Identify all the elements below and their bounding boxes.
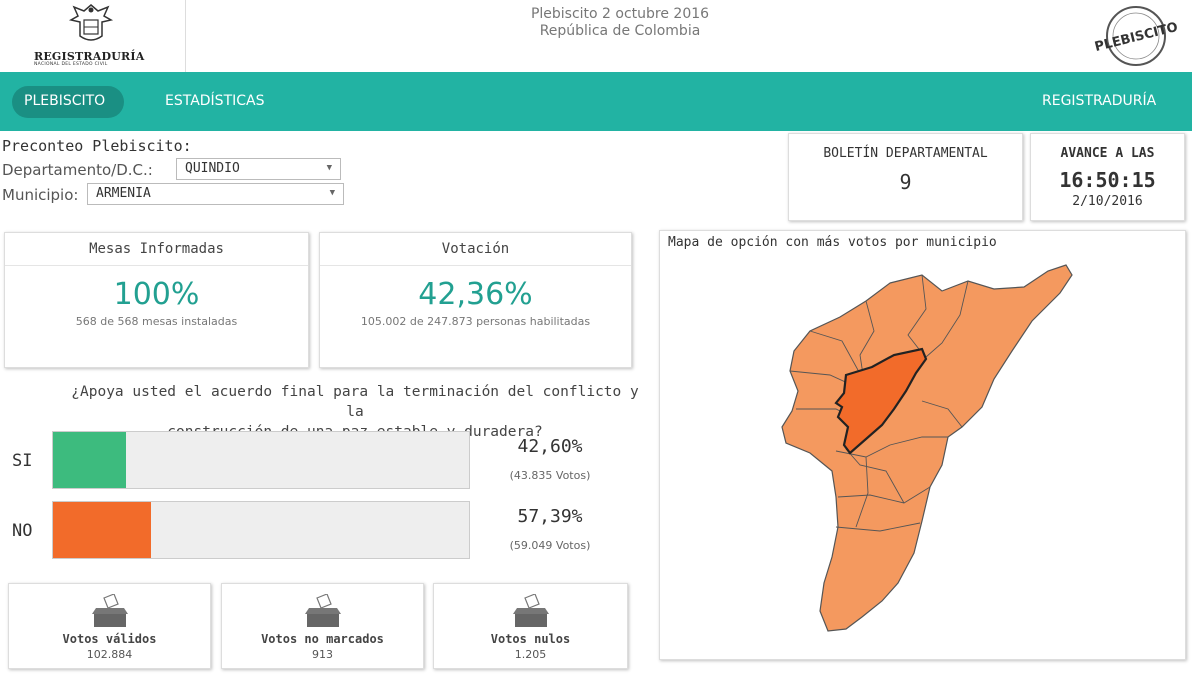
municipality-value: ARMENIA — [96, 186, 151, 201]
quindio-municipality-map[interactable] — [660, 231, 1185, 659]
ballot-box-icon — [91, 594, 128, 627]
stat-value: 1.205 — [514, 648, 547, 661]
department-value: QUINDIO — [185, 161, 240, 176]
stat-value: 913 — [312, 648, 333, 661]
chevron-down-icon: ▼ — [329, 188, 335, 198]
registraduria-logo[interactable]: REGISTRADURÍA NACIONAL DEL ESTADO CIVIL — [20, 0, 186, 72]
option-percent-no: 57,39% — [517, 506, 583, 527]
navbar — [0, 72, 1192, 131]
mesas-panel: Mesas Informadas 100% 568 de 568 mesas i… — [4, 232, 309, 368]
progress-time: 16:50:15 — [1059, 168, 1156, 192]
nav-item-plebiscito[interactable]: PLEBISCITO — [24, 93, 106, 109]
nav-item-estadisticas[interactable]: ESTADÍSTICAS — [165, 93, 265, 109]
votacion-title: Votación — [320, 233, 631, 266]
map-panel: Mapa de opción con más votos por municip… — [659, 230, 1186, 660]
armenia-municipality-highlight[interactable] — [834, 347, 928, 455]
header: REGISTRADURÍA NACIONAL DEL ESTADO CIVIL … — [0, 0, 1200, 72]
option-bar-no — [52, 501, 470, 559]
stat-votos-validos: Votos válidos 102.884 — [8, 583, 211, 669]
stat-label: Votos nulos — [490, 632, 571, 646]
title-line-2: República de Colombia — [539, 23, 701, 39]
question-line-1: ¿Apoya usted el acuerdo final para la te… — [71, 384, 639, 420]
votacion-detail: 105.002 de 247.873 personas habilitadas — [360, 315, 591, 328]
mesas-detail: 568 de 568 mesas instaladas — [75, 315, 238, 328]
bulletin-panel: BOLETÍN DEPARTAMENTAL 9 — [788, 133, 1023, 221]
option-percent-si: 42,60% — [517, 436, 583, 457]
municipality-label: Municipio: — [2, 186, 79, 204]
logo-subtext: NACIONAL DEL ESTADO CIVIL — [34, 62, 108, 67]
ballot-box-icon — [304, 594, 341, 627]
option-label-si: SI — [12, 451, 33, 471]
votacion-panel: Votación 42,36% 105.002 de 247.873 perso… — [319, 232, 632, 368]
stat-label: Votos no marcados — [261, 632, 384, 646]
option-bar-fill-no — [53, 502, 151, 558]
department-select[interactable]: QUINDIO ▼ — [176, 158, 341, 180]
bulletin-number: 9 — [899, 170, 912, 194]
department-shape — [781, 264, 1073, 632]
option-votes-no: (59.049 Votos) — [509, 539, 591, 552]
logo-text: REGISTRADURÍA — [34, 50, 145, 63]
option-bar-si — [52, 431, 470, 489]
option-votes-si: (43.835 Votos) — [509, 469, 591, 482]
stat-votos-no-marcados: Votos no marcados 913 — [221, 583, 424, 669]
progress-date: 2/10/2016 — [1072, 194, 1143, 209]
title-line-1: Plebiscito 2 octubre 2016 — [530, 6, 710, 22]
stat-label: Votos válidos — [62, 632, 157, 646]
votacion-percent: 42,36% — [418, 277, 533, 312]
stat-votos-nulos: Votos nulos 1.205 — [433, 583, 628, 669]
plebiscito-seal-logo: PLEBISCITO — [1093, 6, 1179, 66]
municipality-select[interactable]: ARMENIA ▼ — [87, 183, 344, 205]
map-title: Mapa de opción con más votos por municip… — [668, 235, 997, 250]
stat-value: 102.884 — [86, 648, 133, 661]
option-label-no: NO — [12, 521, 33, 541]
ballot-box-icon — [512, 594, 549, 627]
mesas-percent: 100% — [113, 277, 200, 312]
coat-of-arms-icon — [68, 4, 114, 41]
progress-label: AVANCE A LAS — [1060, 146, 1155, 161]
preconteo-heading: Preconteo Plebiscito: — [2, 137, 192, 155]
progress-panel: AVANCE A LAS 16:50:15 2/10/2016 — [1030, 133, 1185, 221]
nav-item-registraduria[interactable]: REGISTRADURÍA — [1042, 93, 1157, 109]
bulletin-label: BOLETÍN DEPARTAMENTAL — [823, 146, 988, 161]
nav-item-plebiscito-active[interactable] — [12, 86, 124, 118]
page-title: Plebiscito 2 octubre 2016 República de C… — [420, 6, 820, 40]
chevron-down-icon: ▼ — [326, 163, 332, 173]
mesas-title: Mesas Informadas — [5, 233, 308, 266]
department-label: Departamento/D.C.: — [2, 161, 153, 179]
option-bar-fill-si — [53, 432, 126, 488]
